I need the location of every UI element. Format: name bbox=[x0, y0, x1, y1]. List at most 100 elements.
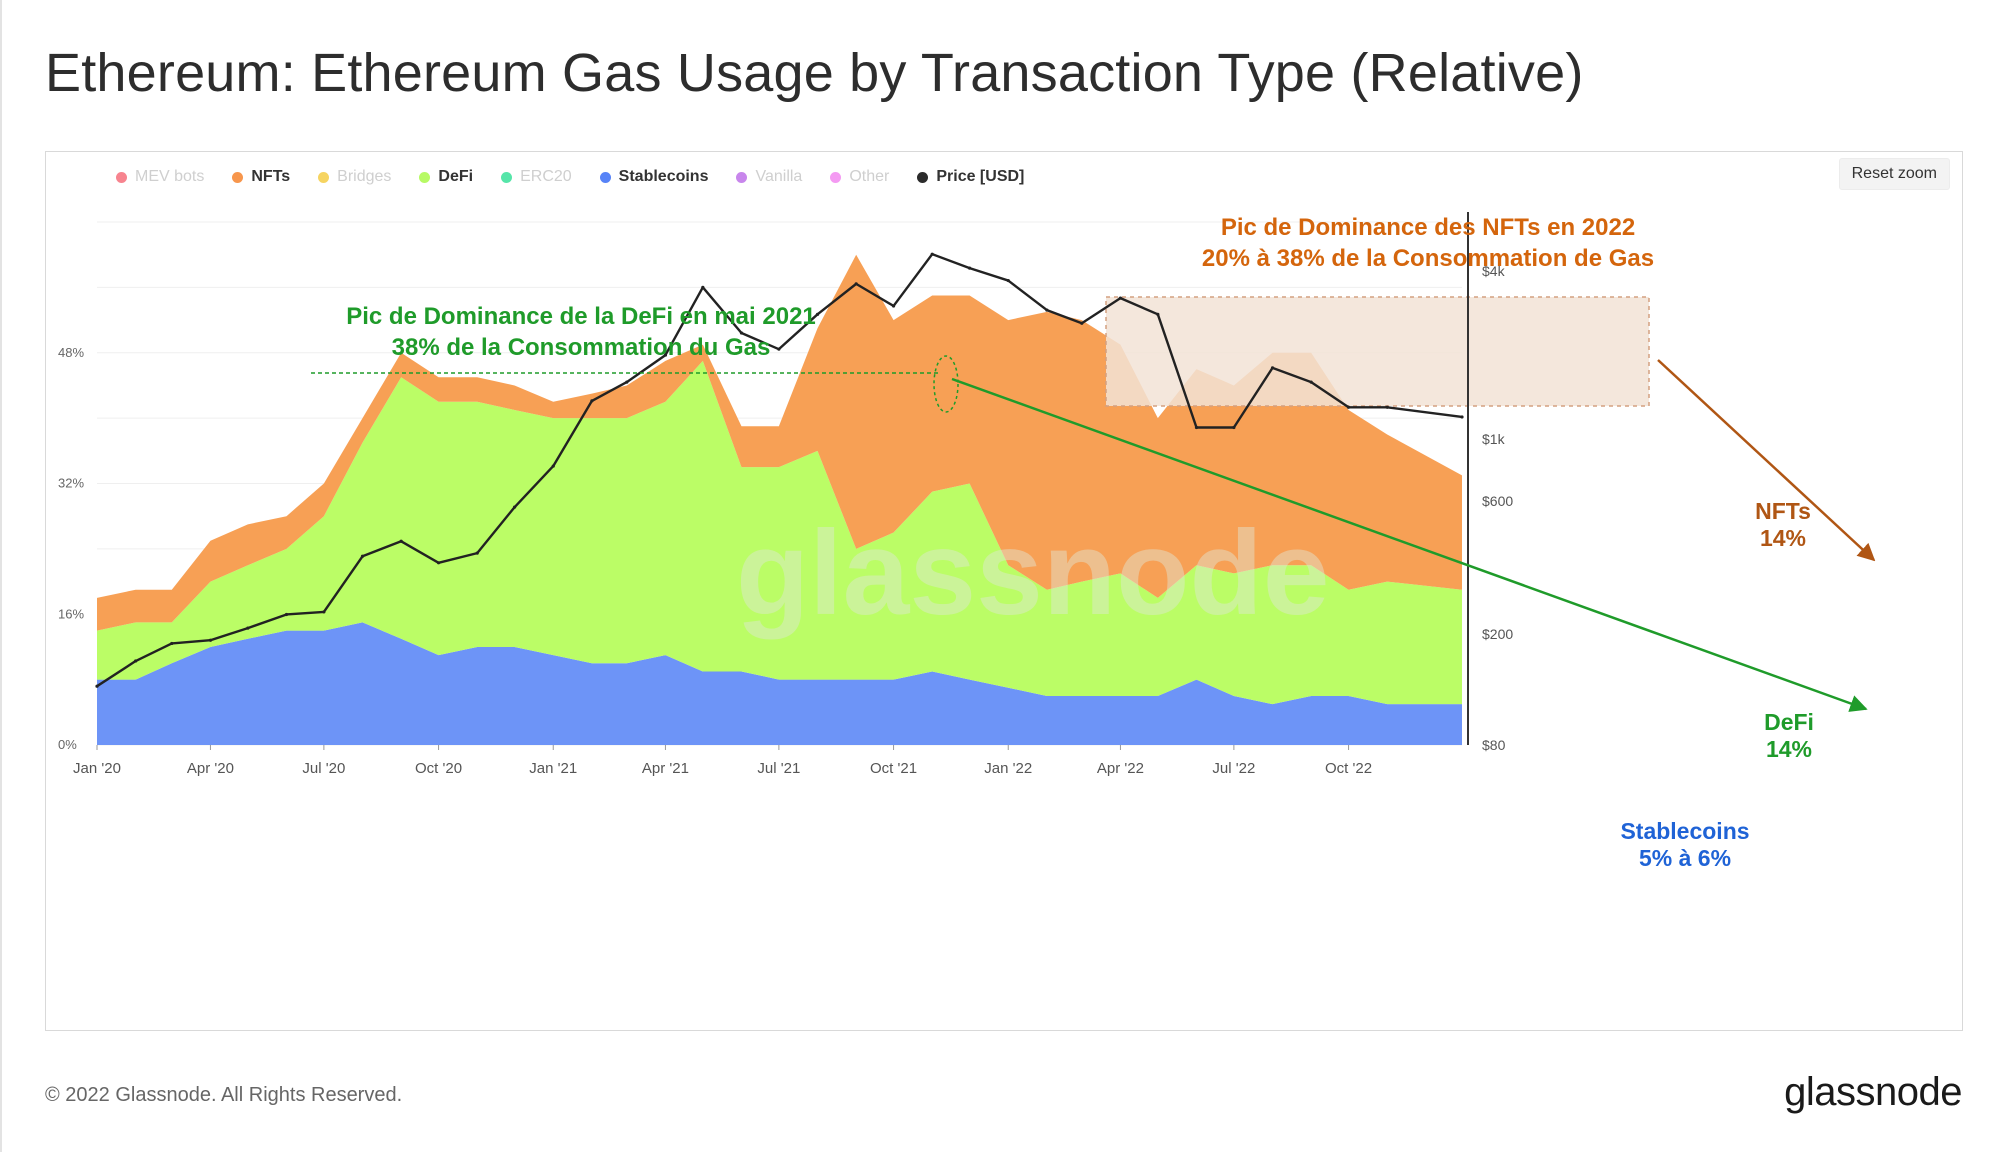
x-tick-label: Oct '21 bbox=[870, 760, 917, 777]
y-right-tick-label: $1k bbox=[1482, 431, 1506, 447]
price-point bbox=[739, 331, 744, 335]
price-point bbox=[590, 399, 594, 403]
nft-peak-title: Pic de Dominance des NFTs en 2022 bbox=[1221, 214, 1635, 241]
price-point bbox=[475, 551, 479, 555]
x-tick-label: Oct '22 bbox=[1325, 760, 1372, 777]
price-point bbox=[322, 610, 326, 614]
price-point bbox=[1156, 312, 1160, 316]
defi-end-label: DeFi bbox=[1764, 709, 1814, 735]
chart-legend: MEV bots NFTs Bridges DeFi ERC20 Stablecoins V… bbox=[116, 168, 1024, 186]
y-right-tick-label: $4k bbox=[1482, 263, 1506, 279]
x-tick-label: Jan '22 bbox=[984, 760, 1032, 777]
price-point bbox=[854, 282, 858, 286]
legend-label: Other bbox=[849, 168, 890, 185]
legend-item-bridges[interactable]: Bridges bbox=[318, 168, 391, 186]
legend-label: Bridges bbox=[337, 168, 392, 185]
area-stablecoins bbox=[97, 622, 1462, 745]
price-point bbox=[1045, 308, 1049, 312]
price-point bbox=[701, 285, 705, 289]
price-point bbox=[1385, 405, 1389, 409]
x-tick-label: Apr '22 bbox=[1097, 760, 1144, 777]
nfts-end-label: NFTs bbox=[1755, 498, 1811, 524]
legend-dot-icon bbox=[917, 171, 929, 183]
legend-item-nfts[interactable]: NFTs bbox=[232, 168, 290, 186]
legend-item-erc20[interactable]: ERC20 bbox=[501, 168, 572, 186]
stablecoins-end-value: 5% à 6% bbox=[1639, 845, 1731, 871]
price-point bbox=[208, 638, 213, 642]
legend-label: MEV bots bbox=[135, 168, 205, 185]
price-point bbox=[134, 659, 138, 663]
x-tick-label: Jul '21 bbox=[757, 760, 800, 777]
price-point bbox=[777, 347, 781, 351]
price-point bbox=[663, 353, 668, 357]
legend-item-price-usd[interactable]: Price [USD] bbox=[917, 168, 1024, 186]
legend-dot-icon bbox=[116, 171, 127, 183]
legend-dot-icon bbox=[599, 171, 611, 183]
axes: 0% 16% 32% 48% $80 $200 $600 $1k $4k Jan '20 Apr '… bbox=[58, 212, 1513, 777]
x-tick-label: Apr '20 bbox=[187, 760, 234, 777]
price-point bbox=[1460, 415, 1464, 419]
legend-item-stablecoins[interactable]: Stablecoins bbox=[599, 168, 709, 186]
price-line bbox=[95, 252, 1464, 688]
nft-decline-arrow bbox=[1657, 359, 1876, 562]
defi-peak-marker bbox=[933, 355, 959, 413]
copyright-text: © 2022 Glassnode. All Rights Reserved. bbox=[45, 1084, 403, 1106]
y-left-tick-label: 32% bbox=[58, 476, 84, 491]
legend-dot-icon bbox=[830, 171, 842, 183]
legend-label: Stablecoins bbox=[618, 168, 709, 185]
legend-item-vanilla[interactable]: Vanilla bbox=[736, 168, 802, 186]
nft-peak-subtitle: 20% à 38% de la Consommation de Gas bbox=[1202, 245, 1654, 272]
legend-label: Vanilla bbox=[755, 168, 803, 185]
price-point bbox=[95, 684, 99, 688]
x-tick-label: Jan '20 bbox=[73, 760, 121, 777]
defi-decline-arrow bbox=[951, 377, 1868, 712]
stablecoins-end-label: Stablecoins bbox=[1620, 818, 1749, 844]
price-point bbox=[551, 464, 555, 468]
price-point bbox=[1080, 321, 1084, 325]
x-tick-label: Jul '20 bbox=[302, 760, 345, 777]
legend-dot-icon bbox=[419, 171, 431, 183]
chart-panel: MEV bots NFTs Bridges DeFi ERC20 Stablecoins V… bbox=[45, 151, 1963, 1031]
legend-item-defi[interactable]: DeFi bbox=[419, 168, 473, 186]
defi-peak-subtitle: 38% de la Consommation du Gas bbox=[392, 334, 771, 361]
legend-label: Price [USD] bbox=[936, 168, 1025, 185]
legend-item-mev-bots[interactable]: MEV bots bbox=[116, 168, 204, 186]
x-tick-label: Jan '21 bbox=[529, 760, 577, 777]
legend-label: DeFi bbox=[438, 168, 474, 185]
legend-dot-icon bbox=[501, 171, 513, 183]
y-right-tick-label: $600 bbox=[1482, 493, 1513, 509]
legend-label: NFTs bbox=[251, 168, 291, 185]
price-point bbox=[1270, 366, 1275, 370]
x-tick-label: Oct '20 bbox=[415, 760, 462, 777]
y-right-tick-label: $200 bbox=[1482, 626, 1513, 642]
price-point bbox=[399, 539, 403, 543]
price-point bbox=[436, 561, 441, 565]
nfts-end-value: 14% bbox=[1760, 525, 1806, 551]
price-point bbox=[1118, 296, 1123, 300]
price-point bbox=[246, 626, 250, 630]
y-left-tick-label: 0% bbox=[58, 737, 77, 752]
legend-dot-icon bbox=[736, 171, 748, 183]
price-point bbox=[1232, 425, 1236, 430]
reset-zoom-button[interactable]: Reset zoom bbox=[1838, 158, 1950, 190]
x-tick-label: Jul '22 bbox=[1212, 760, 1255, 777]
y-left-tick-label: 48% bbox=[58, 345, 84, 360]
price-point bbox=[170, 641, 174, 646]
price-point bbox=[815, 312, 820, 316]
price-point bbox=[284, 612, 289, 617]
y-right-tick-label: $80 bbox=[1482, 737, 1506, 753]
price-point bbox=[968, 266, 972, 270]
glassnode-logo: glassnode bbox=[1784, 1070, 1962, 1114]
watermark: glassnode bbox=[736, 506, 1330, 640]
price-point bbox=[1346, 405, 1351, 409]
defi-peak-title: Pic de Dominance de la DeFi en mai 2021 bbox=[346, 303, 816, 330]
x-tick-label: Apr '21 bbox=[642, 760, 689, 777]
price-point bbox=[625, 380, 629, 384]
price-series-line bbox=[96, 252, 1463, 688]
legend-item-other[interactable]: Other bbox=[830, 168, 889, 186]
price-point bbox=[513, 505, 517, 509]
area-defi bbox=[97, 360, 1462, 705]
y-left-tick-label: 16% bbox=[58, 606, 84, 621]
price-point bbox=[891, 304, 896, 308]
legend-label: ERC20 bbox=[520, 168, 572, 185]
